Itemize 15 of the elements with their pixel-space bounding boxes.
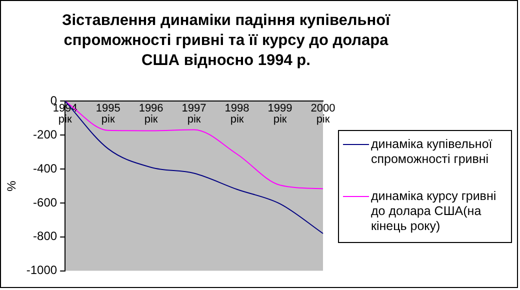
y-tick-label: -200 [33, 127, 58, 142]
legend-label: динаміка купівельної спроможності гривні [371, 137, 494, 167]
x-tick-label: 1999 рік [268, 102, 292, 126]
y-tick-label: -400 [33, 161, 58, 176]
y-tick-label: -1000 [26, 263, 58, 278]
x-tick-label: 1996 рік [138, 102, 164, 126]
chart-title: Зіставлення динаміки падіння купівельної спроможності гривні та її курсу до долара США відносно 1994 р. [61, 11, 391, 71]
x-tick-label: 1995 рік [96, 102, 120, 126]
x-tick-label: 1998 рік [224, 102, 250, 126]
x-tick-label: 1997 рік [182, 102, 206, 126]
x-tick-label: 2000 рік [310, 102, 336, 126]
legend-label: динаміка курсу гривні до долара США(на кінець року) [371, 189, 498, 234]
y-axis-title: % [4, 180, 19, 192]
y-tick-label: -600 [33, 195, 58, 210]
y-tick-label: -800 [33, 229, 58, 244]
